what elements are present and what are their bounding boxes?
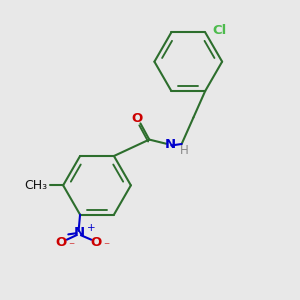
Text: CH₃: CH₃: [24, 179, 47, 192]
Text: O: O: [132, 112, 143, 125]
Text: Cl: Cl: [213, 24, 227, 38]
Text: +: +: [87, 224, 95, 233]
Text: ⁻: ⁻: [103, 241, 110, 254]
Text: O: O: [91, 236, 102, 249]
Text: N: N: [164, 138, 175, 151]
Text: ⁻: ⁻: [68, 241, 74, 254]
Text: N: N: [74, 226, 85, 239]
Text: O: O: [55, 236, 67, 249]
Text: H: H: [180, 144, 189, 157]
